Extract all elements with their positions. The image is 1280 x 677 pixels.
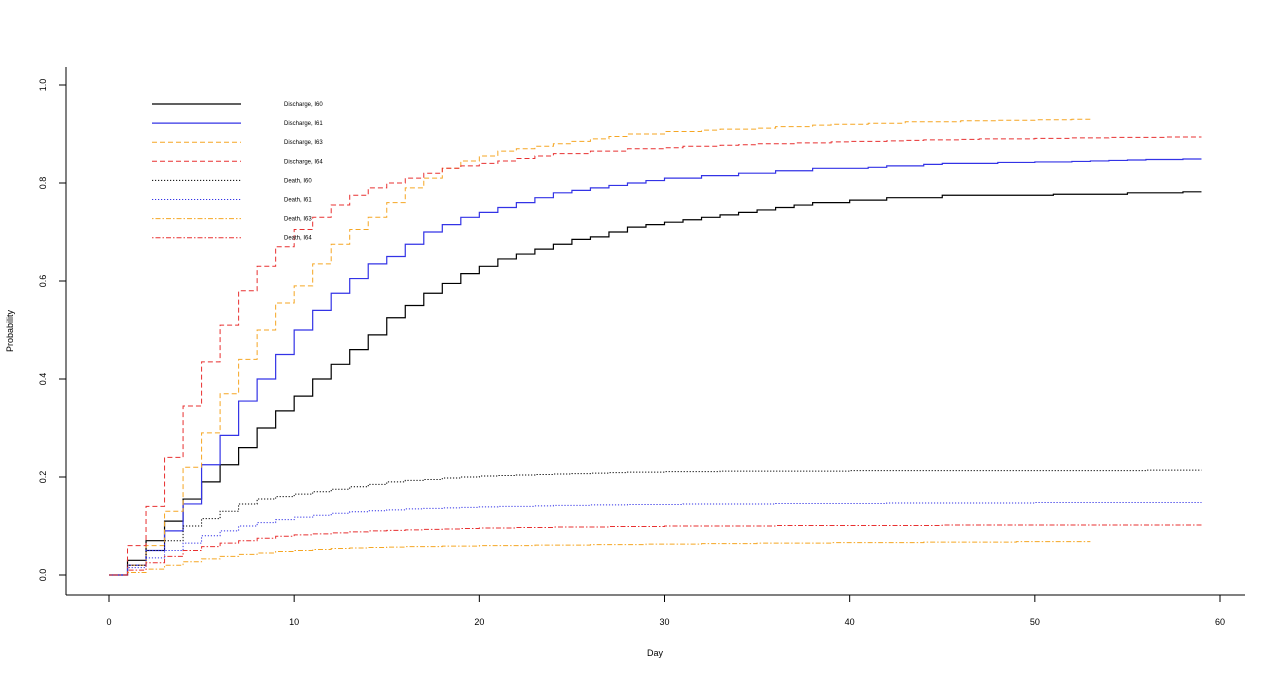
x-tick-label: 60: [1215, 617, 1225, 627]
legend-label: Discharge, I61: [284, 121, 323, 127]
legend-label: Death, I60: [284, 178, 312, 184]
series-line-1: [109, 158, 1202, 576]
y-tick-label: 1.0: [38, 79, 48, 92]
series-line-0: [109, 191, 1202, 576]
y-tick-label: 0.0: [38, 569, 48, 582]
y-ticks: 0.0 0.2 0.4 0.6 0.8 1.0: [38, 79, 66, 582]
y-axis-label: Probability: [5, 309, 15, 352]
x-tick-label: 20: [474, 617, 484, 627]
legend-label: Death, I64: [284, 236, 312, 242]
legend-label: Discharge, I60: [284, 102, 323, 108]
series-group: [109, 118, 1202, 576]
x-ticks: 0 10 20 30 40 50 60: [106, 595, 1225, 627]
series-line-4: [109, 469, 1202, 576]
legend-label: Death, I61: [284, 198, 312, 204]
plot-area: 0 10 20 30 40 50 60 0.0 0.2 0.4 0.6 0.8 1.0 Dischar…: [5, 67, 1245, 658]
series-line-2: [109, 118, 1091, 576]
series-line-3: [109, 136, 1202, 576]
series-line-7: [109, 524, 1202, 576]
x-tick-label: 0: [106, 617, 111, 627]
series-line-6: [109, 541, 1091, 576]
x-tick-label: 10: [289, 617, 299, 627]
x-axis-label: Day: [647, 648, 664, 658]
y-tick-label: 0.8: [38, 177, 48, 190]
x-tick-label: 30: [659, 617, 669, 627]
x-tick-label: 50: [1030, 617, 1040, 627]
legend: Discharge, I60 Discharge, I61 Discharge, I…: [152, 102, 323, 242]
y-tick-label: 0.4: [38, 373, 48, 386]
y-tick-label: 0.2: [38, 471, 48, 484]
x-tick-label: 40: [845, 617, 855, 627]
legend-label: Discharge, I63: [284, 140, 323, 146]
y-tick-label: 0.6: [38, 275, 48, 288]
legend-label: Discharge, I64: [284, 159, 323, 165]
legend-label: Death, I63: [284, 217, 312, 223]
